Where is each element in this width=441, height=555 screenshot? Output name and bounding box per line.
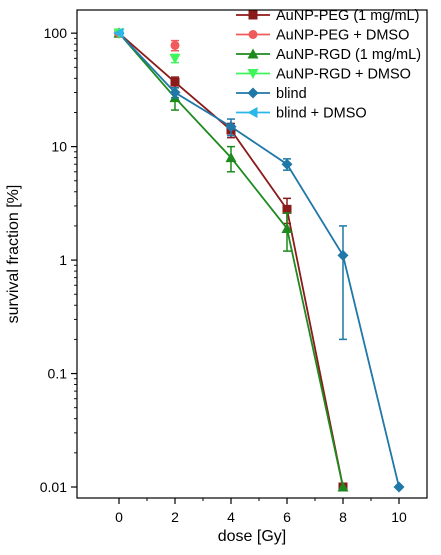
data-point — [169, 86, 181, 98]
data-point — [247, 87, 259, 99]
legend: AuNP-PEG (1 mg/mL) AuNP-PEG + DMSO AuNP-RG… — [236, 8, 421, 122]
x-tick-label: 4 — [227, 509, 235, 525]
data-point — [113, 27, 124, 39]
legend-label: AuNP-RGD (1 mg/mL) — [276, 47, 421, 63]
x-axis-label: dose [Gy] — [218, 528, 286, 545]
legend-label: AuNP-RGD + DMSO — [276, 67, 411, 83]
data-point — [247, 107, 258, 118]
y-tick-label: 1 — [59, 252, 67, 268]
series-line — [118, 32, 400, 488]
y-axis-ticks: 100 10 1 0.1 0.01 — [40, 25, 77, 495]
data-point — [247, 48, 259, 59]
legend-label: AuNP-PEG (1 mg/mL) — [276, 8, 419, 24]
legend-label: blind — [276, 86, 307, 102]
axes-group: 0 2 4 6 8 10 100 10 1 0.1 0.01 dose [Gy] survival… — [5, 9, 428, 545]
data-point — [170, 40, 180, 50]
legend-item: blind — [236, 86, 307, 102]
x-tick-label: 6 — [283, 509, 291, 525]
legend-item: blind + DMSO — [236, 106, 367, 122]
data-point — [169, 53, 181, 64]
data-point — [248, 30, 258, 39]
x-tick-label: 0 — [115, 509, 123, 525]
x-tick-label: 8 — [339, 509, 347, 525]
series-group — [113, 27, 405, 493]
legend-item: AuNP-PEG (1 mg/mL) — [236, 8, 419, 24]
legend-item: AuNP-RGD (1 mg/mL) — [236, 47, 421, 63]
x-tick-label: 10 — [391, 509, 407, 525]
legend-label: blind + DMSO — [276, 106, 367, 122]
data-point — [337, 249, 349, 261]
x-axis-ticks: 0 2 4 6 8 10 — [115, 498, 407, 525]
data-point — [225, 152, 237, 163]
y-tick-label: 10 — [51, 139, 67, 155]
data-point — [281, 222, 293, 233]
data-point — [281, 158, 293, 170]
data-point — [247, 69, 259, 79]
data-point — [393, 481, 405, 493]
data-point — [225, 121, 237, 133]
series-line — [118, 32, 344, 488]
x-tick-label: 2 — [171, 509, 179, 525]
series-0 — [114, 28, 348, 492]
y-tick-label: 0.01 — [40, 479, 67, 495]
series-5 — [113, 27, 124, 39]
series-4 — [113, 27, 405, 493]
data-point — [337, 481, 349, 492]
plot-frame — [76, 9, 428, 499]
y-tick-label: 100 — [44, 25, 68, 41]
data-point — [282, 204, 292, 214]
series-2 — [113, 27, 349, 492]
data-point — [170, 77, 180, 87]
data-point — [248, 10, 258, 20]
legend-label: AuNP-PEG + DMSO — [276, 28, 409, 44]
series-line — [118, 32, 344, 488]
y-axis-label: survival fraction [%] — [5, 185, 22, 324]
y-tick-label: 0.1 — [48, 366, 68, 382]
legend-item: AuNP-PEG + DMSO — [236, 28, 409, 44]
legend-item: AuNP-RGD + DMSO — [236, 67, 411, 83]
